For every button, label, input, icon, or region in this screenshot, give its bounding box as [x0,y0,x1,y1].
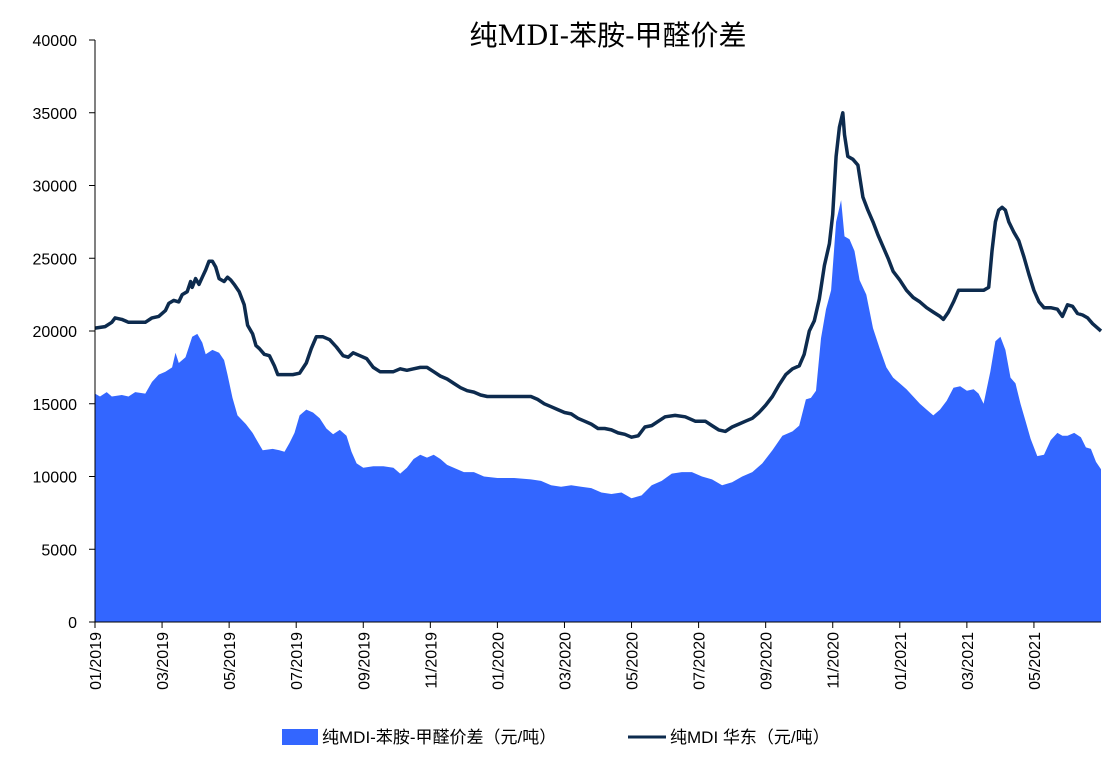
legend-swatch-area [282,729,318,745]
x-tick-label: 07/2019 [289,632,306,690]
x-tick-label: 05/2020 [625,632,642,690]
x-tick-label: 11/2020 [826,632,843,689]
y-tick-label: 25000 [33,251,78,268]
y-tick-label: 40000 [33,33,78,50]
x-tick-label: 07/2020 [692,632,709,690]
x-tick-label: 05/2019 [222,632,239,690]
chart-title: 纯MDI-苯胺-甲醛价差 [469,19,746,52]
y-tick-label: 30000 [33,179,78,196]
area-series-spread [95,200,1101,622]
x-tick-label: 01/2020 [490,632,507,690]
y-tick-label: 0 [68,615,77,632]
y-tick-label: 5000 [41,542,77,559]
legend-label-line: 纯MDI 华东（元/吨） [670,728,830,747]
x-tick-label: 09/2020 [759,632,776,690]
x-tick-label: 11/2019 [423,632,440,689]
legend-label-area: 纯MDI-苯胺-甲醛价差（元/吨） [322,728,556,747]
y-tick-label: 20000 [33,324,78,341]
x-tick-label: 05/2021 [1027,632,1044,690]
x-axis: 01/2019 03/2019 05/2019 07/2019 09/2019 11/20… [88,621,1101,690]
x-tick-label: 09/2019 [356,632,373,690]
x-tick-label: 03/2019 [155,632,172,690]
y-axis: 0 5000 10000 15000 20000 25000 30000 35000 40000 [33,33,96,632]
line-series-mdi-east [94,111,1103,439]
plot-area [94,111,1103,622]
x-tick-label: 03/2021 [960,632,977,690]
y-tick-label: 35000 [33,106,78,123]
legend: 纯MDI-苯胺-甲醛价差（元/吨） 纯MDI 华东（元/吨） [282,728,830,747]
y-tick-label: 10000 [33,470,78,487]
x-tick-label: 01/2019 [88,632,105,690]
x-tick-label: 01/2021 [893,632,910,690]
y-tick-label: 15000 [33,397,78,414]
x-tick-label: 03/2020 [557,632,574,690]
